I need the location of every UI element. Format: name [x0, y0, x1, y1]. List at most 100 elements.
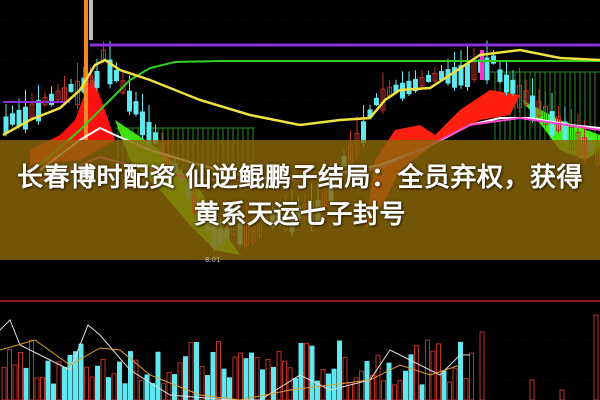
volume-bar — [326, 373, 331, 400]
volume-bar — [155, 351, 161, 400]
candle-body — [114, 69, 119, 82]
volume-bar — [7, 349, 12, 400]
volume-bars — [1, 314, 599, 400]
volume-bar — [221, 368, 227, 400]
volume-bar — [359, 370, 364, 400]
candle-body — [419, 76, 425, 87]
volume-bar — [177, 362, 183, 400]
volume-bar — [315, 380, 320, 400]
volume-bar — [260, 369, 265, 400]
volume-bar — [430, 350, 436, 400]
volume-bar — [67, 354, 73, 400]
volume-bar — [337, 340, 342, 400]
candle-body — [517, 85, 522, 109]
volume-ma-white — [0, 319, 470, 400]
candle-body — [491, 55, 496, 64]
volume-bar — [166, 371, 172, 400]
volume-bar — [342, 356, 348, 400]
volume-bar — [89, 376, 95, 400]
volume-bar — [559, 389, 565, 400]
candle-body — [432, 73, 438, 82]
volume-ma-yellow — [0, 339, 461, 400]
candle-body — [29, 103, 35, 118]
volume-bar — [78, 343, 84, 400]
volume-bar — [254, 357, 260, 400]
volume-bar — [1, 366, 7, 400]
volume-bar — [56, 361, 62, 400]
volume-bar — [304, 342, 309, 400]
volume-bar — [106, 377, 111, 400]
candle-body — [55, 90, 61, 101]
volume-bar — [122, 383, 128, 400]
volume-bar — [375, 354, 381, 400]
candle-body — [497, 69, 503, 82]
volume-bar — [463, 378, 469, 400]
volume-bar — [23, 367, 29, 400]
volume-bar — [111, 373, 117, 400]
candle-body — [523, 90, 529, 105]
candle-body — [530, 95, 535, 119]
volume-bar — [452, 367, 458, 400]
volume-bar — [216, 341, 221, 400]
candle-body — [94, 71, 100, 88]
candle-body — [89, 0, 93, 40]
candle-body — [120, 80, 126, 94]
volume-bar — [593, 314, 599, 400]
volume-bar — [441, 370, 447, 400]
volume-bar — [298, 342, 304, 400]
candle-body — [510, 79, 516, 94]
volume-bar — [386, 362, 392, 400]
candle-body — [84, 0, 88, 140]
volume-bar — [469, 352, 474, 400]
volume-bar — [419, 384, 425, 400]
volume-bar — [210, 351, 216, 400]
volume-bar — [243, 358, 249, 400]
candle-body — [107, 59, 113, 85]
candle-body — [480, 50, 484, 80]
volume-bar — [194, 341, 199, 400]
volume-bar — [183, 356, 188, 400]
volume-bar — [447, 381, 452, 400]
candle-body — [23, 106, 28, 130]
candle-body — [406, 80, 412, 95]
volume-bar — [425, 339, 430, 400]
volume-bar — [139, 379, 144, 400]
volume-bar — [128, 351, 133, 400]
volume-bar — [403, 370, 408, 400]
headline-overlay — [0, 140, 600, 260]
volume-bar — [282, 360, 287, 400]
volume-bar — [309, 345, 315, 400]
volume-bar — [408, 354, 414, 400]
volume-bar — [320, 368, 326, 400]
volume-bar — [265, 358, 271, 400]
volume-bar — [84, 366, 89, 400]
volume-bar — [144, 374, 150, 400]
candle-body — [16, 110, 22, 127]
volume-bar — [381, 380, 386, 400]
volume-bar — [62, 366, 67, 400]
candle-body — [484, 57, 490, 81]
volume-bar — [458, 341, 463, 400]
volume-bar — [353, 377, 359, 400]
volume-bar — [34, 377, 40, 400]
candle-body — [374, 97, 379, 106]
volume-bar — [45, 360, 51, 400]
ma-green-line — [39, 60, 600, 166]
candle-body — [458, 65, 464, 86]
volume-bar — [271, 366, 276, 400]
candle-body — [536, 100, 542, 117]
candle-body — [465, 63, 470, 87]
candle-body — [127, 90, 132, 112]
candle-body — [10, 113, 15, 125]
volume-bar — [100, 358, 106, 400]
candle-body — [426, 74, 431, 82]
candle-body — [504, 74, 509, 93]
volume-bar — [529, 379, 535, 400]
candle-body — [413, 78, 418, 92]
volume-bar — [73, 351, 78, 400]
candle-body — [140, 111, 145, 136]
headline-line-1: 长春博时配资 仙逆鲲鹏子结局：全员弃权，获得 — [16, 163, 584, 193]
volume-bar — [287, 367, 293, 400]
volume-bar — [117, 361, 122, 400]
